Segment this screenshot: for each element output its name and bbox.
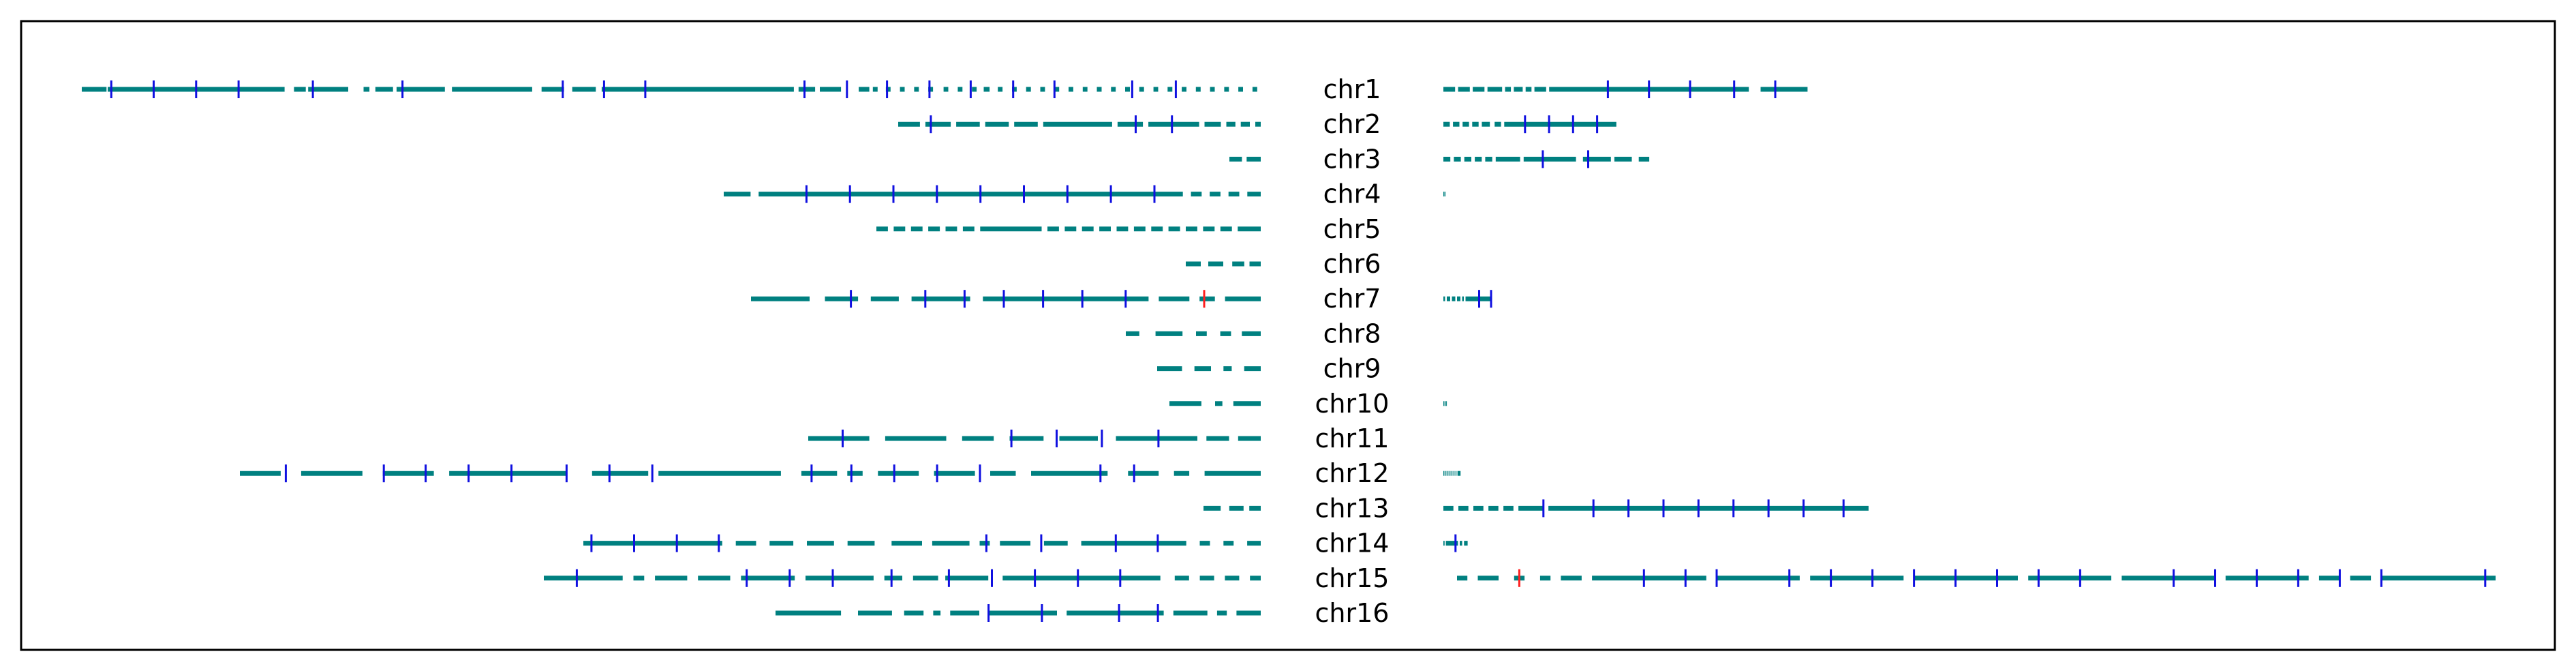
chromosome-label: chr4	[1323, 179, 1381, 209]
chromosome-label: chr10	[1315, 389, 1390, 419]
chromosome-label: chr7	[1323, 284, 1381, 314]
chromosome-row-chr11	[808, 430, 1261, 447]
chromosome-label: chr5	[1323, 214, 1381, 244]
chromosome-row-chr3	[1229, 150, 1650, 168]
chromosome-labels: chr1 chr2 chr3 chr4 chr5 chr6 chr7 chr8 chr9 chr1…	[1315, 74, 1390, 628]
chromosome-label: chr9	[1323, 354, 1381, 384]
chromosome-row-chr12	[240, 464, 1461, 483]
chromosome-label: chr11	[1315, 423, 1390, 453]
chromosome-tracks	[82, 80, 2496, 622]
chromosome-row-chr1	[82, 80, 1808, 98]
chromosome-row-chr2	[898, 115, 1616, 134]
chromosome-label: chr12	[1315, 458, 1390, 488]
chromosome-label: chr8	[1323, 318, 1381, 348]
chromosome-row-chr13	[1203, 499, 1869, 518]
chromosome-label: chr16	[1315, 598, 1390, 628]
chromosome-label: chr3	[1323, 144, 1381, 174]
chromosome-label: chr15	[1315, 563, 1390, 593]
chromosome-row-chr15	[544, 569, 2496, 587]
figure-frame	[20, 20, 2556, 651]
chromosome-label: chr1	[1323, 74, 1381, 104]
chromosome-row-chr7	[751, 290, 1492, 308]
chromosome-row-chr4	[724, 185, 1446, 203]
chromosome-label: chr14	[1315, 528, 1390, 558]
chromosome-row-chr14	[583, 534, 1468, 552]
chromosome-label: chr6	[1323, 249, 1381, 279]
chromosome-label: chr2	[1323, 109, 1381, 139]
chromosome-label: chr13	[1315, 493, 1390, 523]
chromosome-row-chr16	[776, 604, 1261, 622]
